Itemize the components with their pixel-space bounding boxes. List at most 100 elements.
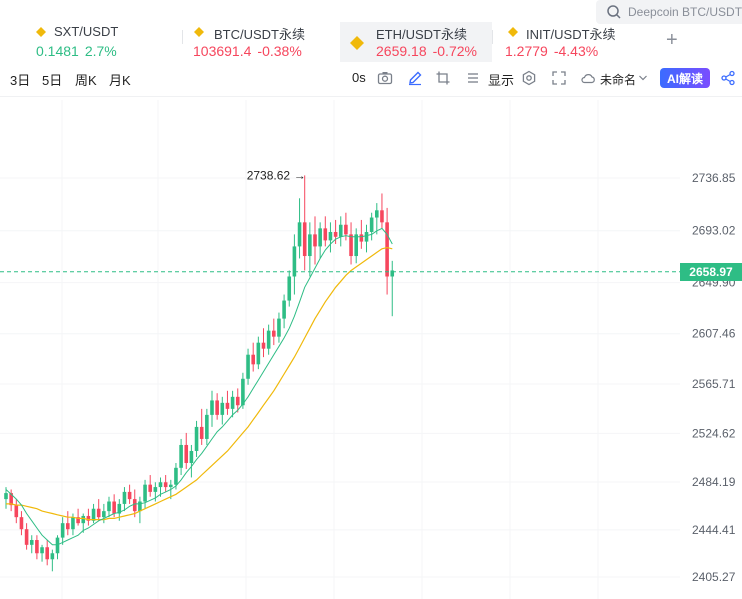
list-icon[interactable]: [465, 70, 481, 86]
candle-body: [230, 396, 235, 409]
price-chart[interactable]: 2736.852693.022649.902607.462565.712524.…: [0, 100, 742, 599]
share-icon[interactable]: [720, 70, 736, 86]
price-axis: 2736.852693.022649.902607.462565.712524.…: [692, 171, 736, 584]
tab-quote: 2659.18 -0.72%: [376, 43, 483, 59]
candle-body: [349, 234, 353, 257]
interval-week[interactable]: 周K: [75, 73, 97, 88]
settings-icon[interactable]: [521, 70, 537, 86]
candle-body: [210, 400, 214, 415]
price-tick-label: 2693.02: [692, 224, 736, 238]
interval-month[interactable]: 月K: [109, 73, 131, 88]
price-tick-label: 2444.41: [692, 523, 736, 537]
tab-name: ETH/USDT永续: [376, 27, 468, 42]
tab-price: 0.1481: [36, 43, 79, 59]
coin-icon: [350, 36, 364, 50]
search-input[interactable]: [628, 5, 742, 19]
candle-body: [266, 330, 271, 349]
candle-body: [9, 493, 13, 506]
chart-grid: [0, 100, 680, 599]
tab-change: -0.72%: [432, 43, 477, 59]
candle-body: [375, 210, 379, 218]
candle-body: [292, 246, 297, 277]
candle-body: [127, 491, 132, 500]
candle-body: [220, 402, 225, 415]
candle-body: [163, 482, 168, 488]
chevron-down-icon[interactable]: [638, 73, 648, 83]
candle-body: [251, 354, 255, 365]
candle-body: [323, 228, 328, 241]
ma-slow-line: [6, 246, 393, 521]
tab-eth-usdt-perp[interactable]: ETH/USDT永续 2659.18 -0.72%: [340, 22, 492, 62]
candle-body: [132, 499, 137, 512]
candle-body: [107, 501, 111, 512]
price-tick-label: 2607.46: [692, 327, 736, 341]
candle-body: [308, 234, 312, 257]
candle-body: [117, 503, 122, 514]
candle-body: [66, 523, 70, 530]
toolbar-divider: [0, 96, 742, 97]
candle-body: [29, 540, 34, 545]
interval-5d[interactable]: 5日: [42, 73, 63, 88]
candle-body: [55, 537, 60, 554]
fullscreen-icon[interactable]: [551, 70, 567, 86]
candle-body: [40, 547, 44, 554]
interval-3d[interactable]: 3日: [10, 73, 31, 88]
candle-body: [328, 231, 333, 241]
candle-body: [205, 414, 209, 439]
candle-body: [215, 400, 219, 415]
display-label[interactable]: 显示: [488, 73, 515, 88]
high-arrow: →: [294, 168, 306, 182]
candle-body: [4, 493, 8, 500]
candle-body: [241, 378, 245, 406]
candle-body: [148, 484, 152, 492]
candle-body: [225, 402, 230, 409]
candle-body: [169, 484, 173, 488]
layout-name[interactable]: 未命名: [600, 73, 637, 87]
ma-fast-line: [5, 227, 393, 546]
candle-body: [86, 515, 91, 521]
candle-body: [24, 529, 29, 545]
candle-body: [184, 444, 189, 464]
candle-body: [71, 517, 75, 530]
tab-init-usdt-perp[interactable]: INIT/USDT永续 1.2779 -4.43%: [496, 22, 646, 62]
candle-body: [19, 517, 24, 530]
camera-icon[interactable]: [377, 70, 393, 86]
candle-body: [297, 222, 302, 247]
candle-body: [153, 487, 158, 492]
pencil-icon[interactable]: [407, 70, 423, 86]
candle-body: [96, 508, 101, 518]
price-tick-label: 2524.62: [692, 426, 736, 440]
candle-body: [194, 426, 199, 451]
cloud-icon[interactable]: [580, 70, 596, 86]
tab-sxt-usdt[interactable]: SXT/USDT 0.1481 2.7%: [20, 22, 180, 62]
search-box[interactable]: [596, 0, 742, 24]
tab-price: 103691.4: [193, 43, 252, 59]
tab-quote: 0.1481 2.7%: [36, 43, 123, 59]
add-tab-icon[interactable]: +: [666, 29, 678, 51]
candle-body: [287, 276, 292, 301]
candle-body: [354, 234, 358, 257]
candle-body: [313, 234, 317, 247]
ai-analysis-button[interactable]: AI解读: [660, 68, 710, 88]
price-tick-label: 2484.19: [692, 475, 736, 489]
candle-body: [261, 342, 266, 349]
candle-body: [179, 444, 183, 468]
candle-body: [122, 491, 127, 504]
candle-body: [385, 222, 389, 277]
candle-body: [282, 300, 286, 319]
candle-body: [91, 508, 96, 521]
seconds-label[interactable]: 0s: [352, 70, 366, 85]
candle-body: [60, 523, 65, 538]
candle-body: [81, 515, 86, 524]
candle-body: [235, 396, 240, 406]
candle-body: [390, 270, 395, 277]
candle-body: [344, 224, 348, 235]
tab-btc-usdt-perp[interactable]: BTC/USDT永续 103691.4 -0.38%: [188, 22, 338, 62]
tab-separator: [492, 30, 493, 44]
tab-separator: [182, 30, 183, 44]
market-tabs: SXT/USDT 0.1481 2.7% BTC/USDT永续 103691.4-…: [0, 22, 742, 62]
price-tick-label: 2565.71: [692, 377, 736, 391]
candle-body: [272, 330, 276, 337]
tab-change: -4.43%: [553, 43, 599, 59]
crop-icon[interactable]: [435, 70, 451, 86]
